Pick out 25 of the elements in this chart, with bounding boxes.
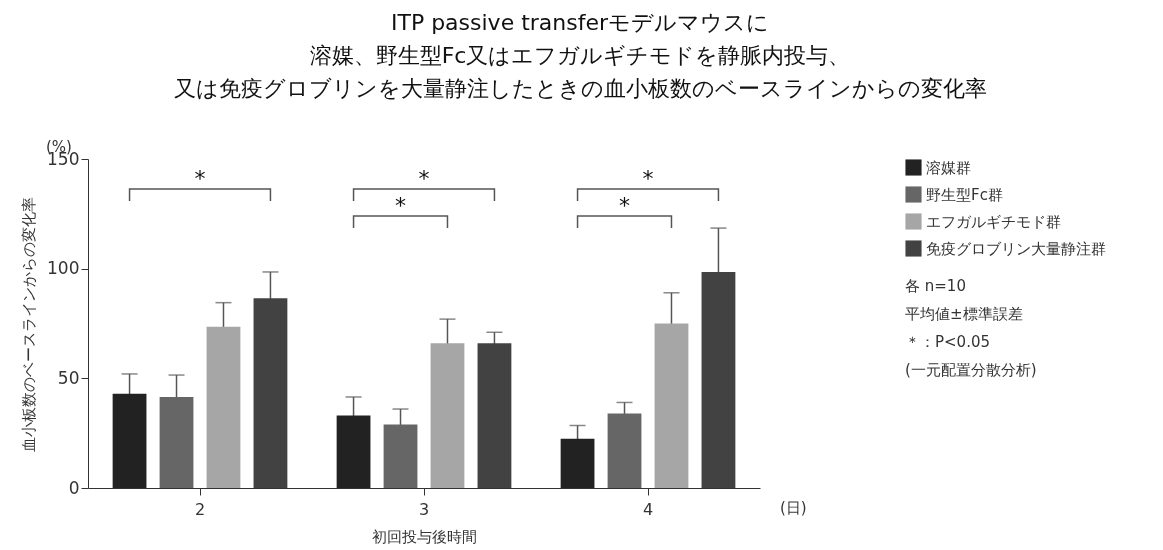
legend-label: 野生型Fc群	[926, 185, 1003, 204]
x-tick-label: 4	[642, 499, 654, 519]
text: 又は免疫グロブリンを大量静注したときの血小板数のベースラインからの変化率	[173, 76, 987, 101]
annotation: *	[418, 166, 430, 191]
text: ITP passive transferモデルマウスに	[390, 10, 770, 35]
y-tick-label: 50	[57, 367, 80, 388]
legend-label: 溶媒群	[926, 158, 971, 177]
x-tick-label: 3	[418, 499, 430, 519]
y-tick-label: 0	[68, 477, 80, 498]
annotation: *	[642, 166, 654, 191]
text: 各 n=10	[905, 276, 966, 297]
y-axis-title: 血小板数のベースラインからの変化率	[20, 196, 39, 452]
annotation: *	[395, 193, 407, 218]
legend-label: エフガルギチモド群	[926, 212, 1061, 231]
x-axis-title: 初回投与後時間	[372, 527, 477, 546]
annotation: *	[619, 193, 631, 218]
x-tick-label: 2	[194, 499, 206, 519]
y-tick-label: 100	[47, 258, 80, 279]
text: 溶媒、野生型Fc又はエフガルギチモドを静脈内投与、	[309, 43, 851, 68]
text: (日)	[780, 498, 807, 519]
text: 平均値±標準誤差	[905, 304, 1023, 325]
annotation: *	[194, 166, 206, 191]
text: (一元配置分散分析)	[905, 360, 1037, 381]
text: ＊：P<0.05	[905, 332, 991, 353]
legend-label: 免疫グロブリン大量静注群	[926, 239, 1106, 258]
